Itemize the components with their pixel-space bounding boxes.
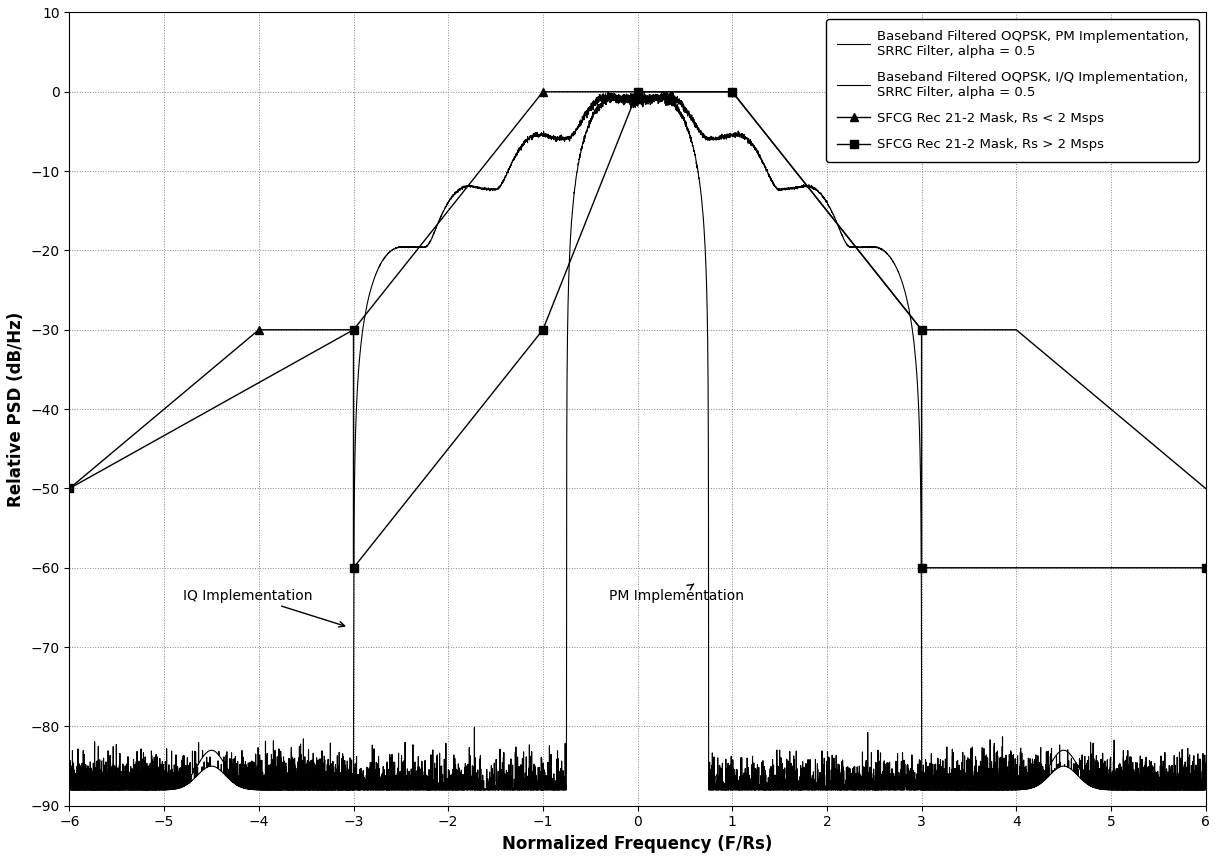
Baseband Filtered OQPSK, PM Implementation,
SRRC Filter, alpha = 0.5 <box>473 184 488 194</box>
Baseband Filtered OQPSK, I/Q Implementation,
SRRC Filter, alpha = 0.5 <box>904 767 919 777</box>
SFCG Rec 21-2 Mask, Rs < 2 Msps <box>1199 483 1213 494</box>
Baseband Filtered OQPSK, I/Q Implementation,
SRRC Filter, alpha = 0.5 <box>784 779 798 789</box>
Line: Baseband Filtered OQPSK, PM Implementation,
SRRC Filter, alpha = 0.5: Baseband Filtered OQPSK, PM Implementati… <box>69 92 1206 790</box>
Text: PM Implementation: PM Implementation <box>610 584 744 603</box>
SFCG Rec 21-2 Mask, Rs < 2 Msps <box>252 324 267 335</box>
Baseband Filtered OQPSK, I/Q Implementation,
SRRC Filter, alpha = 0.5 <box>628 87 643 97</box>
Baseband Filtered OQPSK, I/Q Implementation,
SRRC Filter, alpha = 0.5 <box>62 785 77 796</box>
SFCG Rec 21-2 Mask, Rs > 2 Msps <box>535 324 550 335</box>
SFCG Rec 21-2 Mask, Rs > 2 Msps <box>725 87 740 97</box>
Line: Baseband Filtered OQPSK, I/Q Implementation,
SRRC Filter, alpha = 0.5: Baseband Filtered OQPSK, I/Q Implementat… <box>69 92 1206 790</box>
SFCG Rec 21-2 Mask, Rs < 2 Msps <box>914 324 929 335</box>
Baseband Filtered OQPSK, PM Implementation,
SRRC Filter, alpha = 0.5 <box>62 785 77 796</box>
Line: SFCG Rec 21-2 Mask, Rs > 2 Msps: SFCG Rec 21-2 Mask, Rs > 2 Msps <box>66 88 1210 572</box>
SFCG Rec 21-2 Mask, Rs > 2 Msps <box>346 562 360 573</box>
Y-axis label: Relative PSD (dB/Hz): Relative PSD (dB/Hz) <box>7 311 24 507</box>
SFCG Rec 21-2 Mask, Rs > 2 Msps <box>914 562 929 573</box>
Baseband Filtered OQPSK, I/Q Implementation,
SRRC Filter, alpha = 0.5 <box>965 766 980 777</box>
Baseband Filtered OQPSK, I/Q Implementation,
SRRC Filter, alpha = 0.5 <box>119 759 134 770</box>
SFCG Rec 21-2 Mask, Rs < 2 Msps <box>725 87 740 97</box>
SFCG Rec 21-2 Mask, Rs < 2 Msps <box>62 483 77 494</box>
SFCG Rec 21-2 Mask, Rs < 2 Msps <box>630 87 645 97</box>
Baseband Filtered OQPSK, PM Implementation,
SRRC Filter, alpha = 0.5 <box>965 785 980 796</box>
SFCG Rec 21-2 Mask, Rs < 2 Msps <box>535 87 550 97</box>
Baseband Filtered OQPSK, PM Implementation,
SRRC Filter, alpha = 0.5 <box>784 184 798 194</box>
Baseband Filtered OQPSK, PM Implementation,
SRRC Filter, alpha = 0.5 <box>735 132 750 142</box>
SFCG Rec 21-2 Mask, Rs > 2 Msps <box>630 87 645 97</box>
Baseband Filtered OQPSK, I/Q Implementation,
SRRC Filter, alpha = 0.5 <box>1199 777 1213 787</box>
SFCG Rec 21-2 Mask, Rs < 2 Msps <box>1009 324 1023 335</box>
Line: SFCG Rec 21-2 Mask, Rs < 2 Msps: SFCG Rec 21-2 Mask, Rs < 2 Msps <box>66 88 1210 493</box>
SFCG Rec 21-2 Mask, Rs > 2 Msps <box>346 324 360 335</box>
SFCG Rec 21-2 Mask, Rs > 2 Msps <box>1199 562 1213 573</box>
Baseband Filtered OQPSK, I/Q Implementation,
SRRC Filter, alpha = 0.5 <box>62 771 77 781</box>
SFCG Rec 21-2 Mask, Rs > 2 Msps <box>62 483 77 494</box>
SFCG Rec 21-2 Mask, Rs < 2 Msps <box>346 324 360 335</box>
SFCG Rec 21-2 Mask, Rs > 2 Msps <box>914 324 929 335</box>
Text: IQ Implementation: IQ Implementation <box>183 588 344 627</box>
Legend: Baseband Filtered OQPSK, PM Implementation,
SRRC Filter, alpha = 0.5, Baseband F: Baseband Filtered OQPSK, PM Implementati… <box>826 19 1199 162</box>
Baseband Filtered OQPSK, I/Q Implementation,
SRRC Filter, alpha = 0.5 <box>735 785 750 796</box>
Baseband Filtered OQPSK, I/Q Implementation,
SRRC Filter, alpha = 0.5 <box>473 785 488 796</box>
Baseband Filtered OQPSK, PM Implementation,
SRRC Filter, alpha = 0.5 <box>904 322 919 332</box>
X-axis label: Normalized Frequency (F/Rs): Normalized Frequency (F/Rs) <box>503 835 773 853</box>
Baseband Filtered OQPSK, PM Implementation,
SRRC Filter, alpha = 0.5 <box>1199 774 1213 784</box>
Baseband Filtered OQPSK, PM Implementation,
SRRC Filter, alpha = 0.5 <box>666 87 680 97</box>
Baseband Filtered OQPSK, PM Implementation,
SRRC Filter, alpha = 0.5 <box>119 759 134 770</box>
